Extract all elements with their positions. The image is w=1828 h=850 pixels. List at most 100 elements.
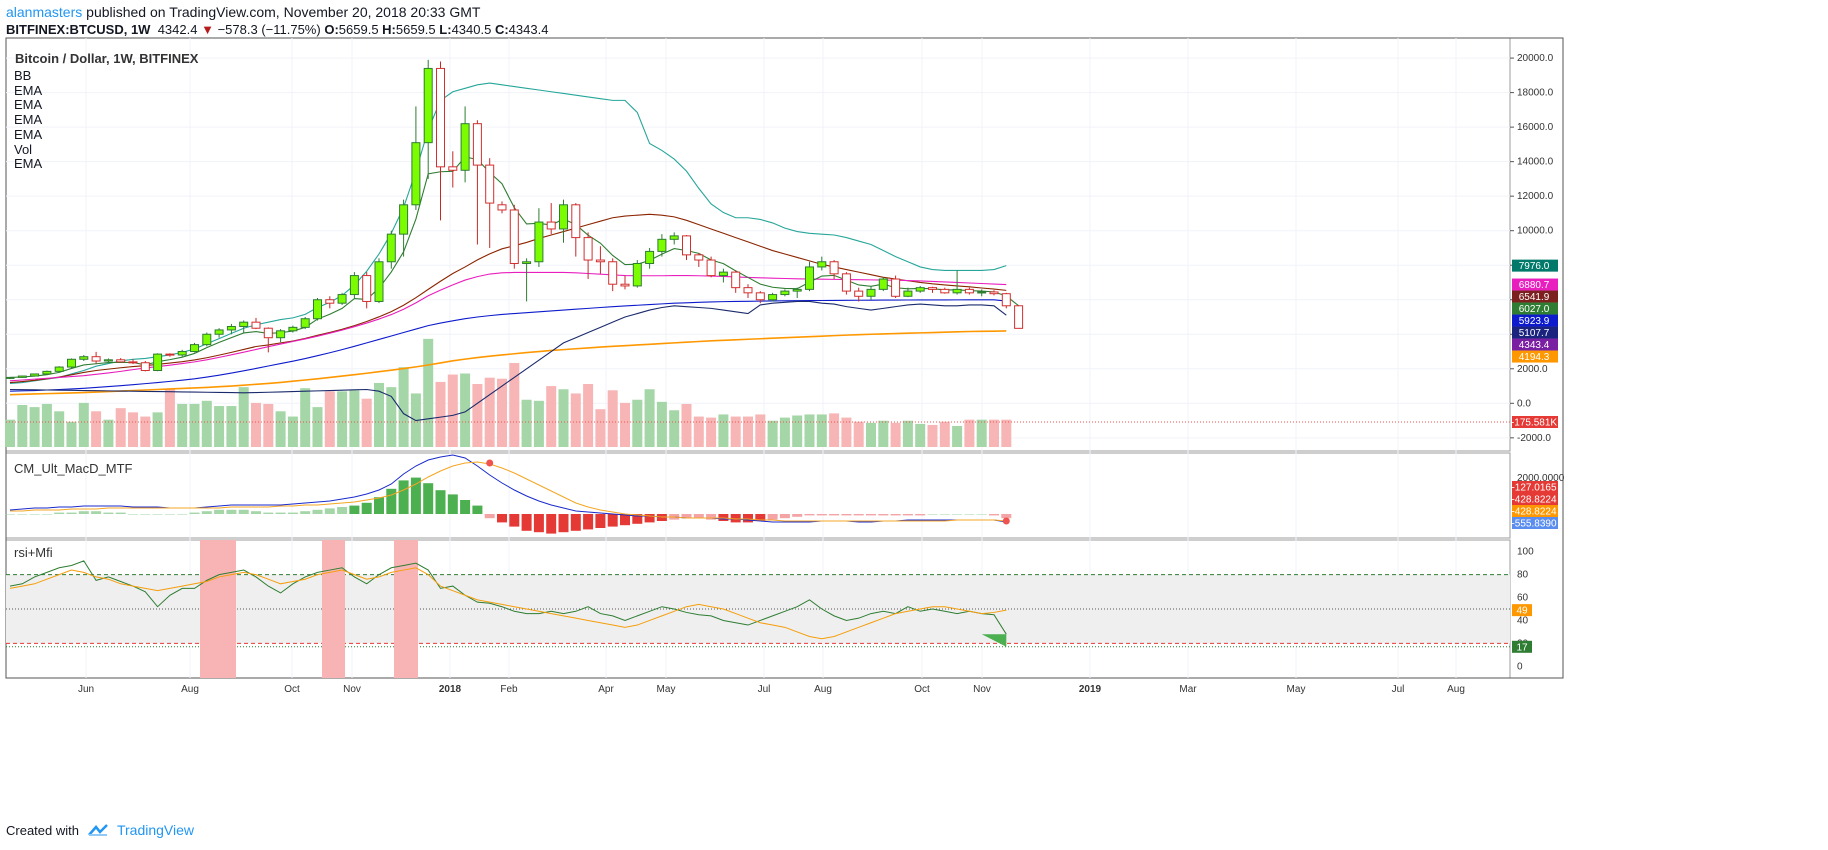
volume-bar: [730, 416, 741, 447]
price-tag: [1512, 259, 1558, 272]
volume-bar: [189, 403, 200, 447]
volume-bar: [952, 426, 963, 447]
candle-body: [829, 261, 839, 275]
volume-bar: [349, 390, 360, 447]
x-tick-label: Oct: [914, 684, 930, 695]
candle-body: [54, 366, 64, 372]
x-tick-label: Jun: [78, 684, 94, 695]
macd-histogram-bar: [632, 514, 643, 524]
legend-vol[interactable]: Vol: [14, 141, 33, 157]
legend-ema-5[interactable]: EMA: [14, 156, 43, 172]
x-tick-label: Apr: [598, 684, 614, 695]
candle-body: [472, 123, 482, 166]
candle-body: [177, 351, 187, 356]
price-tag: [1512, 278, 1558, 291]
close-label: C:: [494, 22, 509, 37]
created-with-text: Created with: [6, 822, 79, 838]
volume-bar: [5, 419, 15, 447]
macd-histogram-bar: [927, 514, 938, 515]
macd-histogram-bar: [374, 497, 384, 514]
chart-canvas[interactable]: -2000.00.02000.04000.06000.08000.010000.…: [0, 0, 1828, 815]
volume-bar: [140, 416, 151, 447]
volume-bar: [681, 403, 692, 447]
price-tag-label: 4343.4: [1519, 340, 1550, 351]
x-tick-label: Nov: [973, 684, 991, 695]
series-line-ema: [9, 299, 1007, 392]
volume-bar: [915, 423, 926, 447]
candle-body: [915, 287, 925, 292]
x-tick-label: Aug: [814, 684, 832, 695]
volume-bar: [324, 391, 335, 447]
macd-histogram-bar: [620, 514, 630, 526]
macd-histogram-bar: [447, 494, 458, 514]
volume-bar: [41, 403, 52, 447]
volume-bar: [866, 422, 876, 447]
y-tick-label: 14000.0: [1517, 157, 1554, 168]
macd-histogram-bar: [189, 512, 200, 514]
rsi-tick-label: 100: [1517, 547, 1534, 558]
macd-histogram-bar: [472, 505, 483, 514]
volume-bar: [878, 420, 889, 447]
macd-histogram-bar: [952, 514, 963, 515]
legend-bb[interactable]: BB: [14, 68, 32, 83]
candle-body: [964, 288, 974, 294]
macd-histogram-bar: [866, 514, 876, 516]
candle-body: [17, 375, 27, 378]
rsi-label[interactable]: rsi+Mfi: [14, 545, 53, 560]
candle-body: [559, 204, 568, 230]
volume-bar: [374, 382, 384, 447]
published-text: published on TradingView.com, November 2…: [82, 4, 481, 20]
candle-body: [682, 235, 691, 256]
candle-body: [337, 294, 347, 304]
macd-histogram-bar: [595, 514, 606, 528]
candle-body: [940, 288, 950, 294]
down-arrow-icon: ▼: [201, 22, 214, 37]
series-line-bb: [9, 300, 1007, 422]
macd-histogram-bar: [460, 500, 471, 514]
price-tag-label: 6027.0: [1519, 304, 1550, 315]
legend-ema-1[interactable]: EMA: [14, 82, 43, 98]
candle-body: [928, 287, 937, 290]
macd-label[interactable]: CM_Ult_MacD_MTF: [14, 461, 133, 476]
x-tick-label: Aug: [181, 684, 199, 695]
macd-histogram-bar: [435, 490, 446, 514]
legend-ema-2[interactable]: EMA: [14, 97, 43, 113]
tradingview-brand-link[interactable]: TradingView: [116, 822, 195, 838]
macd-histogram-bar: [533, 514, 544, 533]
volume-bar: [706, 417, 717, 447]
rsi-tick-label: 40: [1517, 615, 1529, 626]
open-label: O:: [324, 22, 339, 37]
last-price: 4342.4: [157, 22, 198, 37]
macd-histogram-bar: [681, 514, 692, 519]
chart-title: Bitcoin / Dollar, 1W, BITFINEX: [15, 51, 199, 66]
macd-histogram-bar: [263, 512, 274, 514]
volume-bar: [497, 378, 507, 447]
macd-histogram-bar: [312, 509, 323, 514]
candle-body: [891, 278, 901, 297]
overbought-highlight: [322, 540, 345, 678]
price-tag-label: 4194.3: [1519, 352, 1550, 363]
macd-histogram-bar: [829, 514, 840, 516]
macd-histogram-bar: [792, 514, 803, 517]
legend-ema-3[interactable]: EMA: [14, 112, 43, 128]
legend-ema-4[interactable]: EMA: [14, 126, 43, 142]
x-tick-label: Nov: [343, 684, 361, 695]
candles[interactable]: [5, 59, 1024, 380]
candle-body: [42, 370, 52, 375]
candle-body: [694, 254, 704, 261]
volume-bar: [287, 416, 298, 447]
macd-tag: [1512, 493, 1558, 505]
macd-histogram-bar: [201, 511, 212, 514]
volume-bar: [743, 416, 753, 447]
macd-histogram-bar: [66, 512, 77, 514]
macd-histogram-bar: [521, 514, 532, 531]
macd-histogram-bar: [693, 514, 704, 519]
candle-body: [755, 292, 765, 301]
rsi-oversold-fill: [981, 634, 1007, 647]
author-link[interactable]: alanmasters: [6, 4, 83, 20]
volume-bar: [632, 399, 643, 447]
rsi-tag: [1512, 640, 1532, 653]
macd-histogram-bar: [324, 508, 335, 514]
volume-bar: [17, 405, 28, 447]
x-tick-label: May: [1287, 684, 1306, 695]
